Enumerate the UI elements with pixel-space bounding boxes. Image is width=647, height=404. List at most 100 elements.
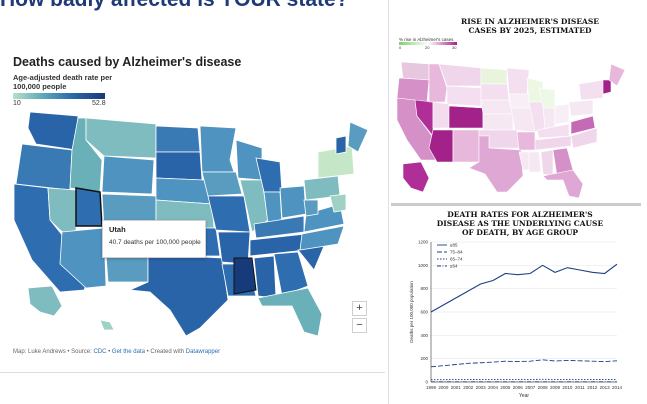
rise-legend-label: % rise in Alzheimer's cases	[399, 37, 454, 42]
state-nj-md[interactable]	[329, 193, 347, 213]
credits-sep2: • Created with	[144, 349, 186, 355]
rise-va-nc	[570, 127, 598, 149]
legend-max: 52.8	[92, 100, 106, 107]
legend-label-3: ≤64	[450, 264, 458, 269]
rise-ut	[432, 101, 450, 129]
page-headline: How badly affected is YOUR state?	[0, 0, 380, 12]
rise-sd	[480, 83, 510, 101]
rise-tn	[534, 135, 572, 151]
legend-color-bar	[13, 93, 105, 99]
x-tick-label: 1999	[426, 385, 437, 390]
rise-oh	[554, 103, 570, 125]
state-ia[interactable]	[201, 171, 243, 197]
y-tick-label: 1200	[418, 240, 429, 245]
x-tick-label: 2003	[476, 385, 487, 390]
legend-label-2: 65–74	[450, 257, 463, 262]
state-ak[interactable]	[27, 285, 63, 317]
x-tick-label: 2010	[562, 385, 573, 390]
tooltip-value: 40.7 deaths per 100,000 people	[109, 239, 201, 246]
rise-map	[396, 61, 626, 199]
rise-wa	[400, 61, 430, 81]
rise-mn	[506, 67, 530, 95]
source-link[interactable]: CDC	[93, 349, 107, 355]
x-tick-label: 2009	[550, 385, 561, 390]
state-nc[interactable]	[299, 225, 345, 251]
state-or[interactable]	[15, 143, 73, 191]
rise-al	[540, 149, 554, 177]
state-tooltip: Utah 40.7 deaths per 100,000 people	[102, 220, 206, 258]
rise-va	[570, 115, 596, 135]
legend-label: Age-adjusted death rate per 100,000 peop…	[13, 73, 113, 91]
rise-ar	[516, 131, 536, 151]
credits-sep1: •	[106, 349, 112, 355]
x-tick-label: 2011	[575, 385, 585, 390]
state-al[interactable]	[253, 255, 277, 299]
rise-nd	[480, 67, 508, 85]
right-panel-divider	[391, 203, 641, 206]
state-mt[interactable]	[85, 117, 157, 159]
y-axis-label: Deaths per 100,000 population	[409, 281, 414, 343]
x-axis-label: Year	[519, 393, 529, 399]
x-tick-label: 2002	[463, 385, 474, 390]
legend-label-0: ≥85	[450, 243, 458, 248]
credits-prefix: Map: Luke Andrews • Source:	[13, 349, 94, 355]
rise-id	[428, 63, 448, 103]
x-tick-label: 2001	[451, 385, 462, 390]
state-wv[interactable]	[303, 199, 319, 217]
rise-wy	[446, 85, 482, 107]
state-hi[interactable]	[99, 319, 115, 331]
rise-ia	[508, 93, 532, 109]
state-mn[interactable]	[199, 125, 237, 173]
rise-map-title: RISE IN ALZHEIMER'S DISEASE CASES BY 202…	[460, 17, 599, 35]
us-choropleth-map[interactable]	[0, 100, 385, 350]
rise-ny	[578, 79, 604, 101]
tooltip-state-name: Utah	[109, 225, 126, 234]
rise-az	[428, 129, 454, 163]
rise-co	[448, 105, 484, 129]
state-wa[interactable]	[27, 111, 79, 151]
state-mo[interactable]	[207, 195, 251, 233]
rise-tick-0: 0	[399, 45, 402, 50]
x-tick-label: 2007	[525, 385, 536, 390]
zoom-in-button[interactable]: +	[352, 301, 367, 316]
state-az[interactable]	[59, 227, 107, 289]
rise-nm	[452, 129, 480, 163]
chart-title: DEATH RATES FOR ALZHEIMER'S DISEASE AS T…	[436, 210, 604, 237]
state-wy[interactable]	[101, 155, 155, 195]
rise-vt	[602, 79, 612, 95]
state-me[interactable]	[347, 121, 369, 153]
state-vt[interactable]	[335, 135, 347, 155]
rise-in	[542, 107, 556, 129]
x-tick-label: 2004	[488, 385, 499, 390]
state-ut[interactable]	[75, 187, 103, 227]
state-ms[interactable]	[233, 257, 257, 295]
x-tick-label: 2012	[587, 385, 598, 390]
datawrapper-link[interactable]: Datawrapper	[185, 349, 221, 355]
bottom-divider	[0, 372, 385, 373]
legend-label-1: 75–84	[450, 250, 463, 255]
rise-tick-1: 20	[425, 45, 430, 50]
state-nd[interactable]	[155, 125, 201, 153]
y-tick-label: 800	[420, 286, 428, 291]
x-tick-label: 2014	[612, 385, 623, 390]
rise-tx	[468, 135, 524, 193]
rise-tick-2: 30	[452, 45, 457, 50]
y-tick-label: 1000	[418, 263, 429, 268]
state-oh[interactable]	[279, 185, 307, 219]
x-tick-label: 2013	[600, 385, 611, 390]
state-sd[interactable]	[155, 151, 203, 181]
state-ga[interactable]	[273, 251, 309, 297]
rise-ne	[480, 99, 514, 115]
get-data-link[interactable]: Get the data	[111, 349, 145, 355]
state-fl[interactable]	[257, 287, 323, 337]
y-tick-label: 0	[425, 380, 428, 385]
map-title: Deaths caused by Alzheimer's disease	[13, 55, 242, 69]
x-tick-label: 2005	[500, 385, 511, 390]
series-line-0	[430, 263, 618, 313]
rise-fl	[542, 169, 584, 199]
rise-legend-bar	[399, 42, 457, 45]
state-ne[interactable]	[155, 177, 213, 205]
zoom-out-button[interactable]: −	[352, 318, 367, 333]
y-tick-label: 200	[420, 356, 428, 361]
series-line-1	[430, 359, 618, 368]
